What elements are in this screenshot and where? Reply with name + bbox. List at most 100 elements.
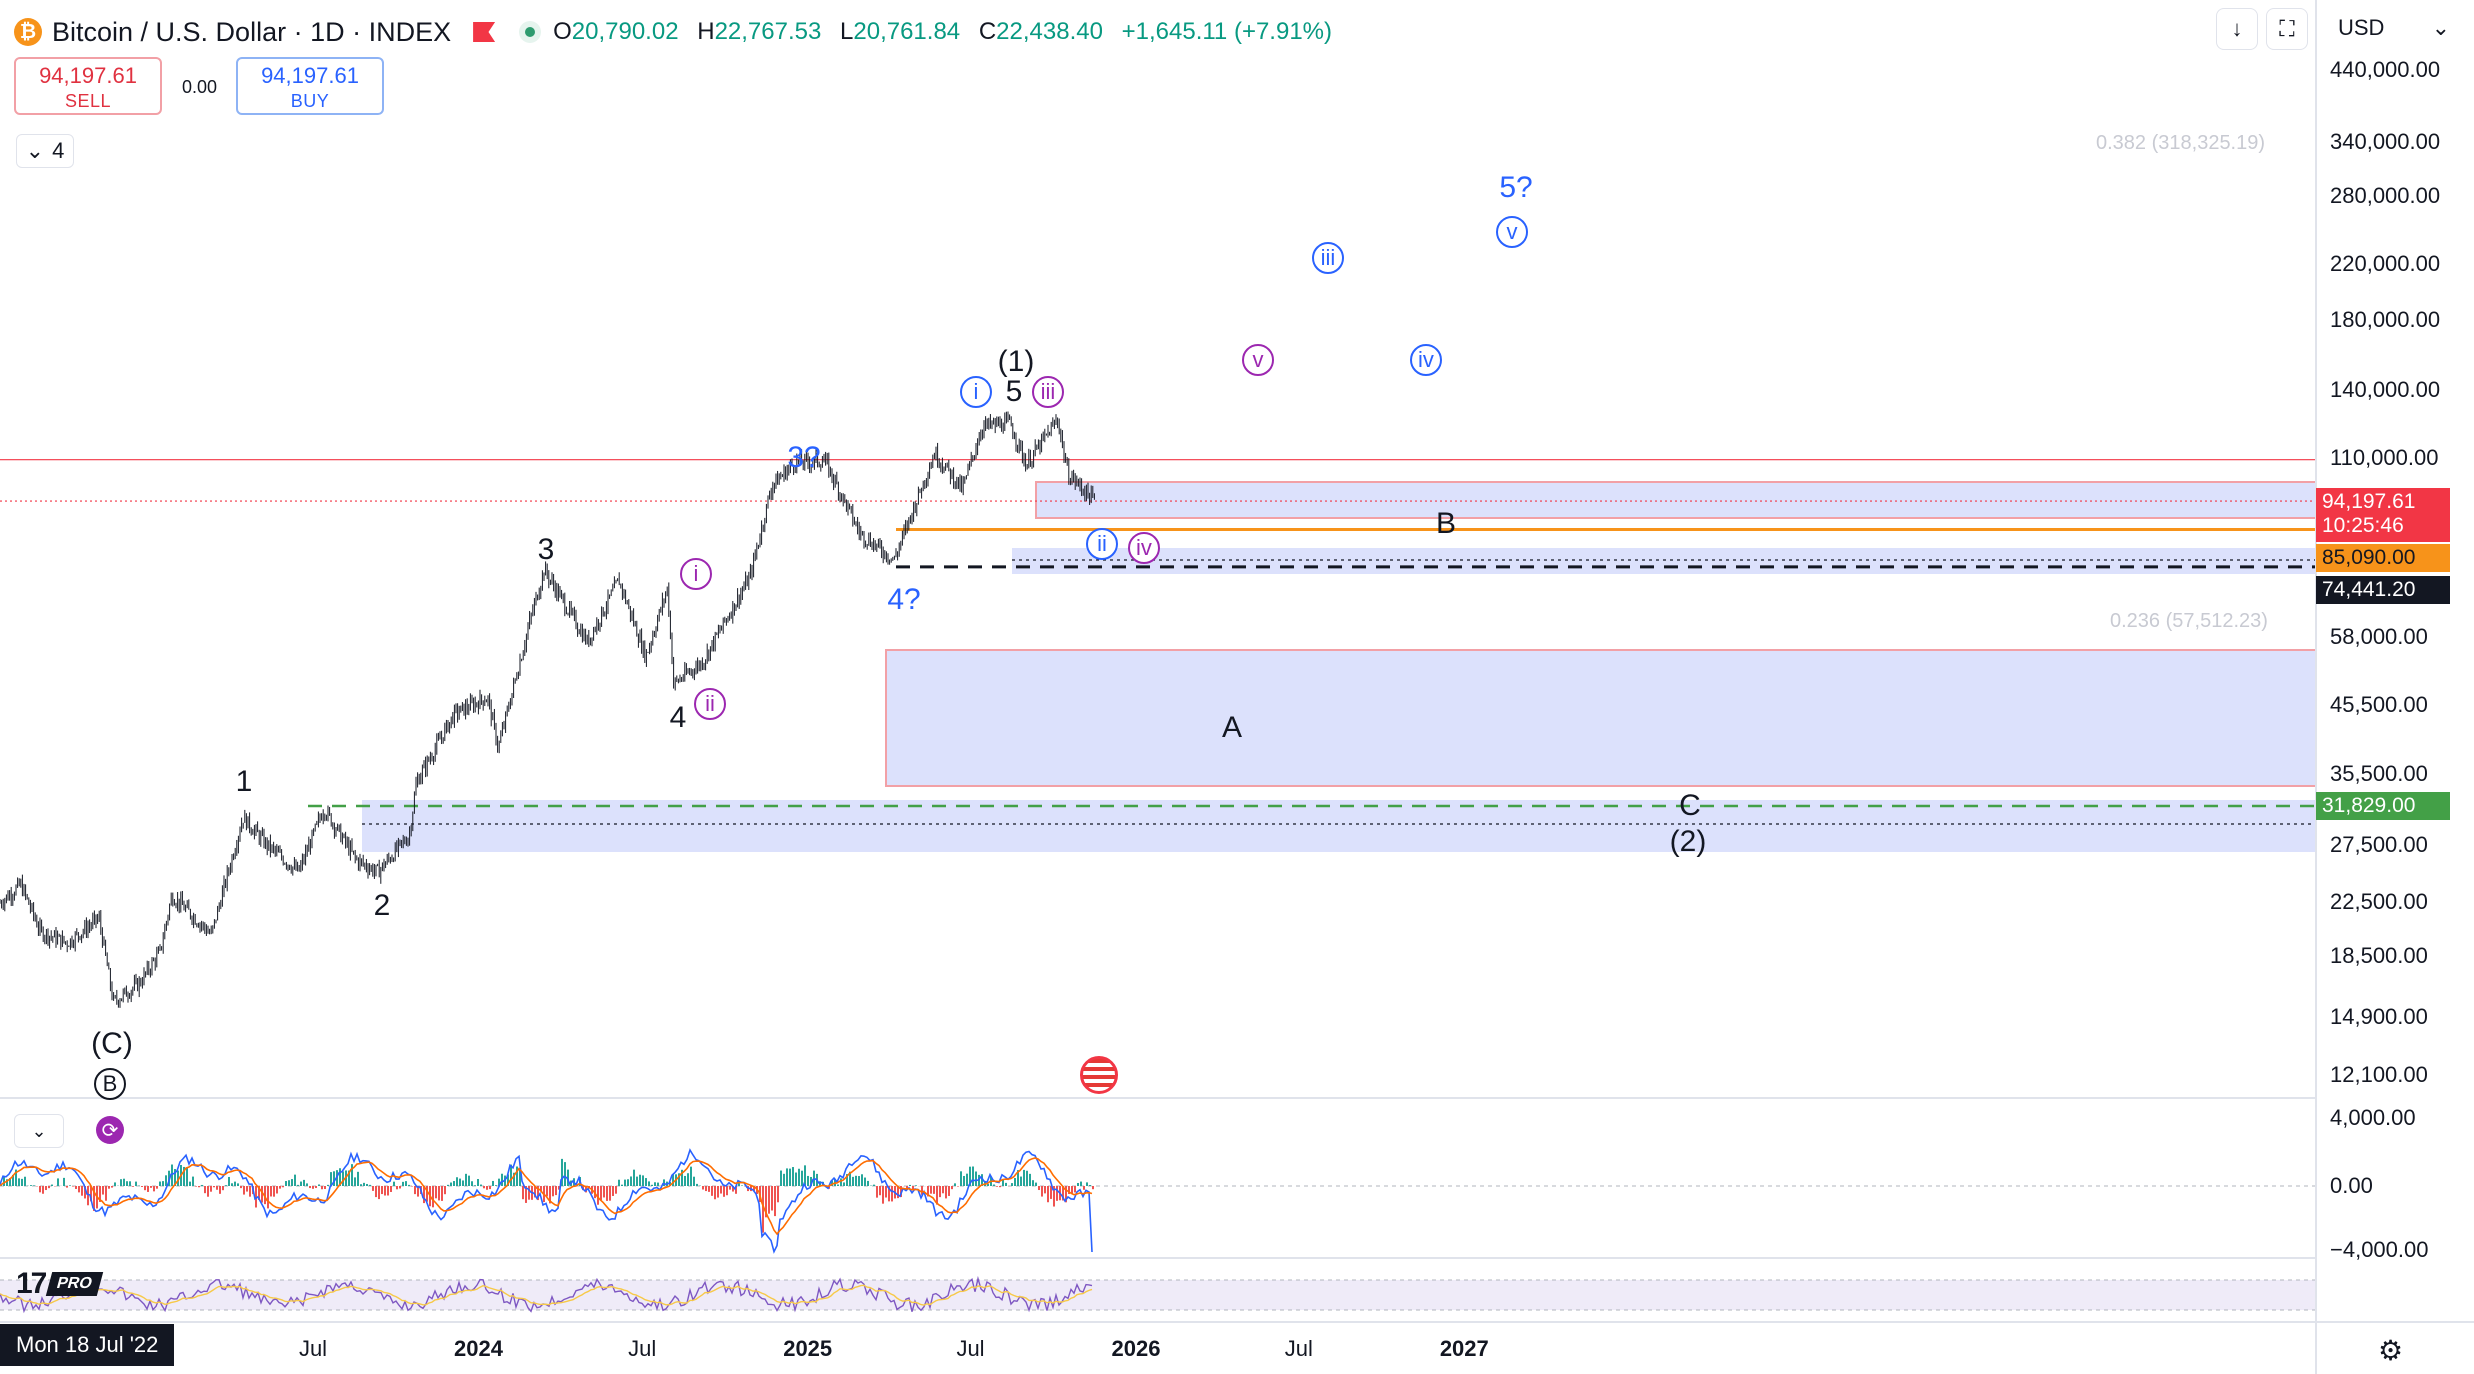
macd-histogram-bar bbox=[654, 1182, 656, 1186]
macd-histogram-bar bbox=[762, 1186, 764, 1233]
zone-a[interactable] bbox=[885, 649, 2317, 787]
macd-histogram-bar bbox=[960, 1171, 962, 1186]
price-tag-31829: 31,829.00 bbox=[2316, 792, 2450, 820]
macd-histogram-bar bbox=[774, 1186, 776, 1217]
macd-histogram-bar bbox=[1092, 1186, 1094, 1190]
macd-histogram-bar bbox=[471, 1181, 473, 1186]
macd-histogram-bar bbox=[276, 1186, 278, 1194]
macd-histogram-bar bbox=[849, 1171, 851, 1186]
macd-line bbox=[0, 1148, 1093, 1254]
macd-histogram-bar bbox=[621, 1184, 623, 1186]
ohlc-open-value: 20,790.02 bbox=[571, 18, 679, 45]
macd-histogram-bar bbox=[3, 1176, 5, 1186]
tradingview-logo-icon: 17 bbox=[16, 1267, 47, 1300]
macd-histogram-bar bbox=[126, 1181, 128, 1186]
macd-histogram-bar bbox=[831, 1180, 833, 1186]
indicators-toggle[interactable]: ⌄ 4 bbox=[16, 134, 74, 168]
zone-c[interactable] bbox=[362, 800, 2316, 852]
macd-histogram-bar bbox=[408, 1184, 410, 1186]
zone-b-lower[interactable] bbox=[1012, 548, 2316, 574]
macd-histogram-bar bbox=[198, 1186, 200, 1188]
wave-circle-label: i bbox=[680, 558, 712, 590]
macd-histogram-bar bbox=[264, 1186, 266, 1205]
ohlc-low-label: L bbox=[840, 18, 854, 45]
symbol-header[interactable]: ₿ Bitcoin / U.S. Dollar · 1D · INDEX O20… bbox=[14, 14, 1344, 50]
macd-histogram-bar bbox=[309, 1186, 311, 1189]
macd-histogram-bar bbox=[987, 1183, 989, 1186]
macd-histogram-bar bbox=[948, 1186, 950, 1196]
price-axis-tick: 220,000.00 bbox=[2330, 250, 2441, 276]
macd-histogram-bar bbox=[954, 1183, 956, 1186]
macd-histogram-bar bbox=[162, 1181, 164, 1186]
macd-histogram-bar bbox=[393, 1181, 395, 1186]
download-button[interactable]: ↓ bbox=[2216, 8, 2258, 50]
macd-histogram-bar bbox=[714, 1186, 716, 1200]
economic-event-flag-icon[interactable] bbox=[1080, 1056, 1118, 1094]
wave-circle-label: iii bbox=[1032, 376, 1064, 408]
indicator-collapse-button[interactable]: ⌄ bbox=[14, 1114, 64, 1148]
rsi-ma-line bbox=[0, 1284, 1093, 1306]
macd-histogram-bar bbox=[864, 1177, 866, 1186]
macd-histogram-bar bbox=[798, 1168, 800, 1186]
macd-histogram-bar bbox=[111, 1186, 113, 1188]
macd-histogram-bar bbox=[942, 1186, 944, 1194]
macd-histogram-bar bbox=[525, 1186, 527, 1203]
macd-histogram-bar bbox=[489, 1186, 491, 1190]
macd-histogram-bar bbox=[333, 1171, 335, 1186]
macd-histogram-bar bbox=[768, 1186, 770, 1214]
macd-histogram-bar bbox=[153, 1186, 155, 1192]
macd-histogram-bar bbox=[423, 1186, 425, 1204]
macd-histogram-bar bbox=[1044, 1186, 1046, 1194]
buy-button[interactable]: 94,197.61 BUY bbox=[236, 57, 384, 115]
macd-histogram-bar bbox=[516, 1166, 518, 1186]
macd-histogram-bar bbox=[1026, 1170, 1028, 1186]
sync-icon[interactable]: ⟳ bbox=[96, 1116, 124, 1144]
macd-histogram-bar bbox=[993, 1184, 995, 1186]
price-axis-tick: 58,000.00 bbox=[2330, 623, 2428, 649]
flag-icon[interactable] bbox=[473, 22, 496, 42]
zone-b-upper[interactable] bbox=[1035, 481, 2317, 519]
gear-icon[interactable]: ⚙ bbox=[2378, 1335, 2404, 1366]
macd-histogram-bar bbox=[174, 1169, 176, 1186]
macd-histogram-bar bbox=[12, 1174, 14, 1186]
macd-histogram-bar bbox=[720, 1186, 722, 1194]
macd-histogram-bar bbox=[441, 1186, 443, 1201]
macd-histogram-bar bbox=[723, 1186, 725, 1197]
macd-histogram-bar bbox=[648, 1181, 650, 1186]
macd-histogram-bar bbox=[255, 1186, 257, 1208]
fullscreen-button[interactable]: ⛶ bbox=[2266, 8, 2308, 50]
macd-histogram-bar bbox=[279, 1186, 281, 1189]
sell-button[interactable]: 94,197.61 SELL bbox=[14, 57, 162, 115]
macd-histogram-bar bbox=[627, 1179, 629, 1186]
macd-histogram-bar bbox=[390, 1186, 392, 1192]
wave-circle-label: v bbox=[1496, 216, 1528, 248]
macd-axis-tick: 0.00 bbox=[2330, 1173, 2373, 1198]
wave-label: 5? bbox=[1499, 171, 1533, 204]
macd-histogram-bar bbox=[930, 1186, 932, 1194]
macd-histogram-bar bbox=[810, 1176, 812, 1186]
macd-histogram-bar bbox=[921, 1186, 923, 1195]
macd-histogram-bar bbox=[21, 1178, 23, 1186]
tradingview-logo[interactable]: 17 PRO bbox=[16, 1267, 104, 1300]
macd-histogram-bar bbox=[459, 1178, 461, 1186]
macd-histogram-bar bbox=[507, 1174, 509, 1186]
macd-histogram-bar bbox=[663, 1179, 665, 1186]
macd-histogram-bar bbox=[201, 1184, 203, 1186]
macd-histogram-bar bbox=[1035, 1182, 1037, 1186]
macd-histogram-bar bbox=[735, 1186, 737, 1194]
currency-selector[interactable]: USD ⌄ bbox=[2324, 6, 2464, 50]
macd-histogram-bar bbox=[42, 1186, 44, 1194]
macd-histogram-bar bbox=[927, 1186, 929, 1197]
macd-histogram-bar bbox=[285, 1181, 287, 1186]
macd-histogram-bar bbox=[273, 1186, 275, 1197]
macd-histogram-bar bbox=[384, 1186, 386, 1196]
macd-histogram-bar bbox=[150, 1186, 152, 1188]
symbol-title[interactable]: Bitcoin / U.S. Dollar · 1D · INDEX bbox=[52, 16, 452, 47]
macd-histogram-bar bbox=[585, 1186, 587, 1193]
macd-histogram-bar bbox=[381, 1186, 383, 1195]
market-status-icon[interactable] bbox=[519, 21, 542, 43]
macd-histogram-bar bbox=[438, 1186, 440, 1201]
macd-histogram-bar bbox=[693, 1176, 695, 1186]
macd-histogram-bar bbox=[1032, 1180, 1034, 1186]
